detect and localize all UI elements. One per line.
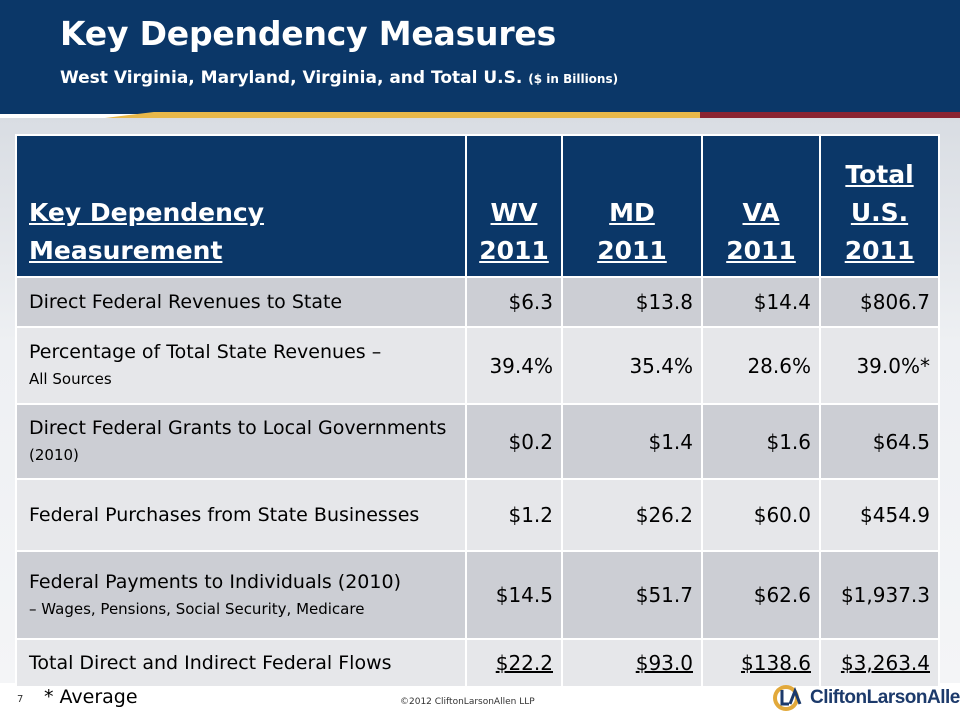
logo-text: CliftonLarsonAllen (810, 687, 960, 708)
cell-md: $26.2 (561, 478, 703, 552)
row-label: Direct Federal Grants to Local Governmen… (15, 403, 467, 480)
title-banner: Key Dependency Measures West Virginia, M… (0, 0, 960, 114)
header-us-line1: Total (845, 160, 914, 189)
cell-wv: 39.4% (465, 326, 563, 405)
page-number: 7 (17, 694, 24, 705)
row-label-text: Total Direct and Indirect Federal Flows (29, 652, 392, 674)
header-va: VA 2011 (701, 134, 821, 278)
row-label-text: Direct Federal Grants to Local Governmen… (29, 417, 447, 439)
row-label-text: Federal Purchases from State Businesses (29, 504, 420, 526)
header-wv: WV 2011 (465, 134, 563, 278)
logo-mark-icon (773, 685, 802, 711)
cell-va: $138.6 (701, 638, 821, 688)
copyright-notice: ©2012 CliftonLarsonAllen LLP (400, 697, 535, 707)
cell-md: $13.8 (561, 276, 703, 328)
subtitle-unit: ($ in Billions) (528, 72, 619, 86)
table-row: Percentage of Total State Revenues – All … (15, 326, 940, 405)
company-logo: CliftonLarsonAllen (772, 680, 960, 716)
table-row: Direct Federal Grants to Local Governmen… (15, 403, 940, 480)
header-us-line2: U.S. (850, 198, 909, 227)
table-row: Federal Payments to Individuals (2010) – … (15, 550, 940, 640)
header-wv-line1: WV (490, 198, 538, 227)
header-us-line3: 2011 (844, 236, 915, 265)
row-label: Direct Federal Revenues to State (15, 276, 467, 328)
header-measurement: Key Dependency Measurement (15, 134, 467, 278)
cell-us: 39.0%* (819, 326, 940, 405)
row-label-sub: – Wages, Pensions, Social Security, Medi… (29, 599, 365, 618)
row-label: Percentage of Total State Revenues – All … (15, 326, 467, 405)
cell-md: $1.4 (561, 403, 703, 480)
cell-md: $93.0 (561, 638, 703, 688)
slide-subtitle: West Virginia, Maryland, Virginia, and T… (60, 68, 618, 88)
header-va-line1: VA (742, 198, 780, 227)
row-label: Federal Purchases from State Businesses (15, 478, 467, 552)
cell-us: $1,937.3 (819, 550, 940, 640)
cell-wv: $6.3 (465, 276, 563, 328)
cell-md: $51.7 (561, 550, 703, 640)
header-md: MD 2011 (561, 134, 703, 278)
header-wv-line2: 2011 (479, 236, 549, 265)
cell-us: $3,263.4 (819, 638, 940, 688)
row-label-text: Direct Federal Revenues to State (29, 291, 343, 313)
slide-title: Key Dependency Measures (60, 14, 557, 53)
row-label-text: Percentage of Total State Revenues – (29, 341, 382, 363)
red-accent-bar (700, 112, 960, 118)
cell-va: 28.6% (701, 326, 821, 405)
header-measurement-line1: Key Dependency (29, 198, 265, 227)
cell-va: $1.6 (701, 403, 821, 480)
row-label: Total Direct and Indirect Federal Flows (15, 638, 467, 688)
row-label: Federal Payments to Individuals (2010) – … (15, 550, 467, 640)
gold-accent-bar (105, 112, 715, 118)
header-md-line2: 2011 (597, 236, 667, 265)
header-md-line1: MD (609, 198, 655, 227)
header-measurement-line2: Measurement (29, 236, 223, 265)
cell-md: 35.4% (561, 326, 703, 405)
cell-va: $60.0 (701, 478, 821, 552)
cell-wv: $22.2 (465, 638, 563, 688)
cell-us: $64.5 (819, 403, 940, 480)
cell-va: $62.6 (701, 550, 821, 640)
cell-us: $454.9 (819, 478, 940, 552)
subtitle-text: West Virginia, Maryland, Virginia, and T… (60, 68, 523, 88)
table-row-total: Total Direct and Indirect Federal Flows … (15, 638, 940, 688)
table-row: Direct Federal Revenues to State $6.3 $1… (15, 276, 940, 328)
row-label-sub: All Sources (29, 370, 112, 388)
cell-wv: $14.5 (465, 550, 563, 640)
footnote: * Average (44, 686, 138, 708)
row-label-sub: (2010) (29, 446, 79, 464)
cell-wv: $0.2 (465, 403, 563, 480)
dependency-table: Key Dependency Measurement WV 2011 MD 20… (15, 134, 940, 688)
cell-us: $806.7 (819, 276, 940, 328)
row-label-text: Federal Payments to Individuals (2010) (29, 570, 401, 593)
cell-wv: $1.2 (465, 478, 563, 552)
cell-va: $14.4 (701, 276, 821, 328)
header-us: Total U.S. 2011 (819, 134, 940, 278)
table-header-row: Key Dependency Measurement WV 2011 MD 20… (15, 134, 940, 278)
table-row: Federal Purchases from State Businesses … (15, 478, 940, 552)
header-va-line2: 2011 (726, 236, 796, 265)
